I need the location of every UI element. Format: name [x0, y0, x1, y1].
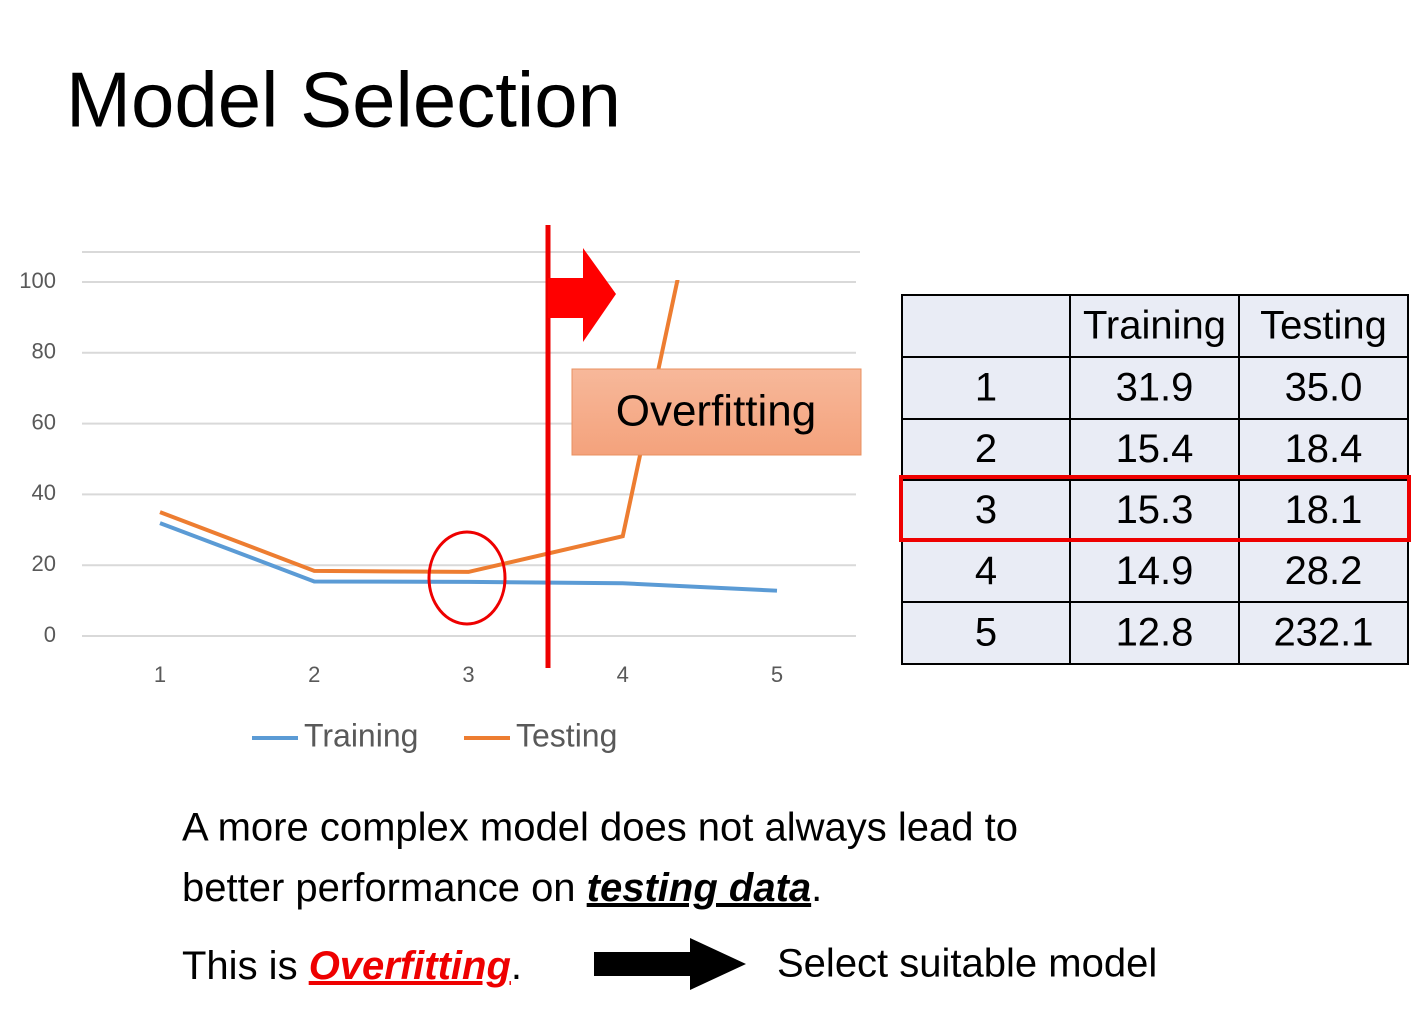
emphasis: Overfitting	[309, 944, 511, 988]
x-tick-label: 1	[154, 662, 166, 687]
table-cell: 14.9	[1116, 549, 1194, 593]
table-cell: 15.4	[1116, 427, 1194, 471]
chart: 0 20 40 60 80 100 1 2 3 4 5 Training Testing	[19, 268, 856, 753]
body-text: A more complex model does not always lea…	[182, 806, 1018, 850]
x-tick-label: 3	[462, 662, 474, 687]
table-cell: 1	[975, 366, 997, 410]
body-text: This is Overfitting.	[182, 944, 522, 988]
table-cell: 12.8	[1116, 611, 1194, 655]
y-tick-label: 40	[32, 480, 56, 505]
table-cell: 28.2	[1285, 549, 1363, 593]
text-run: better performance on	[182, 866, 587, 910]
x-tick-label: 4	[617, 662, 629, 687]
emphasis: testing data	[587, 866, 811, 910]
body-text: better performance on testing data.	[182, 866, 822, 910]
y-tick-label: 100	[19, 268, 56, 293]
table-cell: 2	[975, 427, 997, 471]
x-tick-label: 2	[308, 662, 320, 687]
annotation-box	[571, 368, 862, 456]
x-tick-label: 5	[771, 662, 783, 687]
table: Training Testing 1 31.9 35.0 2 15.4 18.4 3 15.3 18…	[899, 294, 1411, 665]
table-cell: 5	[975, 611, 997, 655]
table-cell: 35.0	[1285, 366, 1363, 410]
table-cell: 232.1	[1273, 611, 1373, 655]
text-run: .	[511, 944, 522, 988]
annotation-text: Overfitting	[616, 387, 817, 436]
action-text: Select suitable model	[777, 942, 1157, 986]
y-tick-label: 60	[32, 409, 56, 434]
y-tick-label: 20	[32, 551, 56, 576]
table-header: Testing	[1260, 304, 1387, 348]
y-tick-label: 80	[32, 339, 56, 364]
slide-title: Model Selection	[66, 56, 621, 144]
data-line	[159, 521, 778, 593]
table-cell: 18.4	[1285, 427, 1363, 471]
table-cell: 31.9	[1116, 366, 1194, 410]
table-cell: 15.3	[1116, 488, 1194, 532]
text-run: This is	[182, 944, 309, 988]
y-tick-label: 0	[44, 622, 56, 647]
legend-label: Training	[304, 717, 418, 753]
data-line	[159, 280, 680, 574]
highlight-circle	[427, 530, 507, 626]
table-cell: 4	[975, 549, 997, 593]
row-highlight	[899, 475, 1411, 542]
table-cell: 3	[975, 488, 997, 532]
table-cell: 18.1	[1285, 488, 1363, 532]
right-arrow	[548, 248, 616, 342]
table-header: Training	[1083, 304, 1226, 348]
text-run: .	[811, 866, 822, 910]
arrow	[594, 938, 746, 990]
legend-label: Testing	[516, 717, 617, 753]
